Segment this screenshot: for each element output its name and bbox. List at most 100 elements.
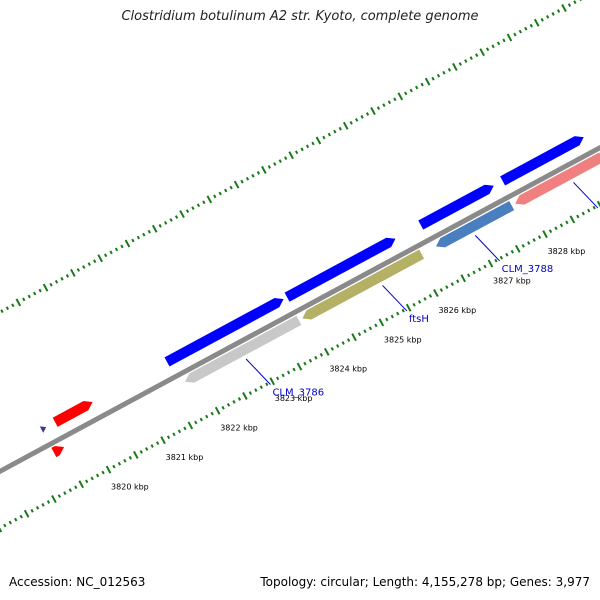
tick-mark bbox=[281, 373, 285, 378]
tick-mark bbox=[78, 480, 85, 489]
tick-mark bbox=[333, 129, 337, 134]
dark-gene[interactable] bbox=[36, 424, 48, 437]
tick-mark bbox=[74, 485, 78, 490]
tick-mark bbox=[22, 297, 26, 302]
tick-mark bbox=[237, 397, 242, 401]
tick-mark bbox=[177, 429, 182, 434]
red-gene-a[interactable] bbox=[50, 445, 65, 458]
tick-mark bbox=[499, 255, 504, 260]
blue-gene-1[interactable] bbox=[163, 297, 285, 368]
outer-tick-track bbox=[0, 0, 583, 314]
tick-mark bbox=[38, 288, 42, 293]
tick-mark bbox=[308, 358, 313, 363]
tick-mark bbox=[164, 221, 168, 225]
tick-mark bbox=[256, 170, 261, 175]
gene-label[interactable]: CLM_3786 bbox=[272, 388, 324, 399]
tick-mark bbox=[315, 136, 322, 145]
tick-mark bbox=[374, 323, 378, 328]
tick-mark bbox=[196, 203, 201, 208]
tick-mark bbox=[229, 185, 233, 190]
tick-mark bbox=[245, 176, 250, 181]
tick-mark bbox=[409, 88, 413, 93]
tick-mark bbox=[368, 326, 373, 331]
tick-mark bbox=[305, 144, 310, 149]
tick-mark bbox=[14, 517, 18, 522]
tick-mark bbox=[145, 447, 149, 451]
tick-mark bbox=[445, 285, 449, 289]
tick-mark bbox=[191, 206, 195, 211]
tick-mark bbox=[412, 302, 416, 307]
tick-mark bbox=[510, 249, 514, 254]
tick-mark bbox=[502, 38, 506, 43]
tick-mark bbox=[166, 435, 171, 440]
tick-mark bbox=[521, 244, 525, 248]
tick-mark bbox=[101, 470, 105, 475]
tick-mark bbox=[87, 262, 91, 266]
tick-mark bbox=[579, 0, 583, 2]
tick-mark bbox=[464, 59, 468, 63]
tick-mark bbox=[540, 17, 544, 22]
tick-mark bbox=[240, 179, 244, 184]
tick-mark bbox=[70, 268, 76, 277]
tick-mark bbox=[559, 223, 564, 228]
tick-mark bbox=[179, 210, 185, 219]
tick-mark bbox=[57, 494, 62, 498]
steelblue-gene[interactable] bbox=[435, 200, 515, 248]
gene-label[interactable]: ftsH bbox=[409, 314, 429, 325]
tick-mark bbox=[54, 279, 59, 284]
tick-mark bbox=[23, 509, 30, 518]
tick-mark bbox=[327, 132, 332, 137]
feature-track bbox=[36, 135, 600, 458]
blue-gene-2[interactable] bbox=[283, 237, 397, 303]
tick-mark bbox=[261, 165, 267, 174]
tick-mark bbox=[120, 244, 124, 249]
tick-mark bbox=[226, 402, 231, 407]
olive-gene[interactable] bbox=[301, 248, 425, 321]
tick-mark bbox=[479, 48, 485, 57]
tick-mark bbox=[221, 405, 225, 410]
tick-mark bbox=[456, 279, 460, 284]
tick-mark bbox=[390, 314, 394, 319]
red-gene-b[interactable] bbox=[51, 400, 94, 428]
map-title: Clostridium botulinum A2 str. Kyoto, com… bbox=[121, 9, 479, 24]
tick-mark bbox=[95, 473, 100, 478]
tick-mark bbox=[214, 406, 221, 415]
tick-mark bbox=[194, 420, 198, 425]
tick-mark bbox=[303, 361, 307, 366]
ruler-label: 3824 kbp bbox=[329, 365, 367, 374]
ruler-label: 3820 kbp bbox=[111, 482, 149, 491]
tick-mark bbox=[112, 464, 116, 469]
gene-label[interactable]: CLM_3788 bbox=[502, 264, 554, 275]
pink-gene[interactable] bbox=[514, 151, 600, 206]
tick-mark bbox=[581, 211, 585, 216]
tick-mark bbox=[273, 162, 277, 166]
tick-mark bbox=[532, 238, 536, 242]
tick-mark bbox=[284, 156, 288, 161]
tick-mark bbox=[450, 282, 454, 287]
tick-mark bbox=[60, 276, 64, 281]
tick-mark bbox=[346, 338, 351, 342]
ruler-label: 3827 kbp bbox=[493, 276, 531, 285]
tick-mark bbox=[233, 180, 240, 189]
tick-mark bbox=[551, 12, 555, 16]
label-leader-line bbox=[245, 358, 271, 385]
tick-mark bbox=[41, 503, 45, 507]
tick-mark bbox=[150, 444, 154, 448]
grey-gene[interactable] bbox=[184, 314, 303, 384]
tick-mark bbox=[485, 47, 490, 52]
tick-mark bbox=[397, 92, 404, 101]
tick-mark bbox=[513, 32, 517, 37]
tick-mark bbox=[442, 70, 446, 75]
tick-mark bbox=[565, 220, 569, 225]
tick-mark bbox=[103, 253, 108, 258]
tick-mark bbox=[472, 270, 476, 275]
label-leader-line bbox=[382, 285, 408, 312]
ruler-label: 3821 kbp bbox=[166, 453, 204, 462]
tick-mark bbox=[527, 241, 531, 245]
blue-gene-3[interactable] bbox=[417, 184, 495, 231]
tick-mark bbox=[376, 106, 381, 110]
tick-mark bbox=[338, 126, 342, 131]
tick-mark bbox=[160, 436, 166, 445]
blue-gene-4[interactable] bbox=[499, 135, 585, 187]
